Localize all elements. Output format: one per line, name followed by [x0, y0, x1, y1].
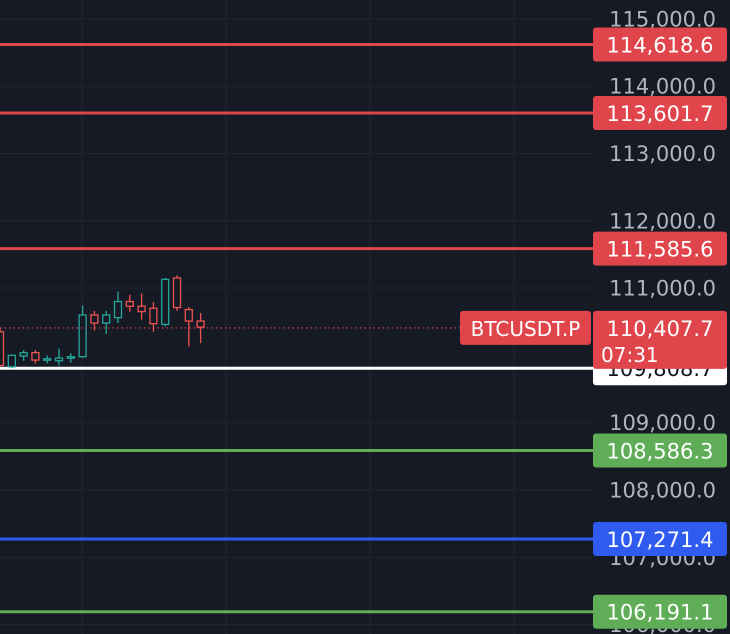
symbol-tag: [460, 310, 591, 345]
candle: [161, 277, 170, 327]
candle: [125, 294, 134, 312]
candle: [102, 310, 111, 334]
price-axis-tick-label: 114,000.0: [609, 75, 716, 99]
price-axis-tick-label: 112,000.0: [609, 209, 716, 233]
price-axis-tick-label: 113,000.0: [609, 142, 716, 166]
current-price-label: 110,407.7: [607, 317, 714, 341]
candle-body: [0, 331, 5, 367]
candle-body: [113, 300, 123, 319]
candles: [0, 275, 205, 369]
candle-body: [196, 320, 205, 328]
candle-body: [149, 307, 158, 325]
horizontal-level-price-tag: [593, 231, 727, 266]
horizontal-level-price-tag: [593, 594, 727, 629]
candle: [31, 349, 40, 364]
candle: [196, 312, 205, 344]
candle: [137, 293, 146, 320]
candle: [172, 275, 182, 311]
candle: [66, 353, 75, 363]
horizontal-level-price-label: 106,191.1: [607, 601, 714, 625]
price-axis-tick-label: 115,000.0: [609, 7, 716, 31]
horizontal-level-price-label: 107,271.4: [607, 528, 714, 552]
symbol-label: BTCUSDT.P: [471, 317, 581, 341]
horizontal-level-price-tag: [593, 433, 727, 468]
candle: [0, 328, 5, 367]
horizontal-level-price-label: 114,618.6: [607, 34, 714, 58]
horizontal-level-price-label: 111,585.6: [607, 238, 714, 262]
candle: [19, 349, 28, 361]
candle: [7, 354, 16, 369]
candle-body: [172, 277, 182, 309]
candle: [90, 310, 99, 331]
candle-body: [31, 352, 40, 361]
candle-body: [184, 308, 193, 322]
candle-body: [161, 278, 170, 326]
candle-body: [66, 356, 75, 359]
current-price-tag: [593, 310, 727, 369]
candle: [184, 306, 193, 347]
candle-body: [43, 358, 52, 361]
grid: [0, 0, 593, 634]
candle-body: [7, 354, 16, 368]
candle-body: [78, 314, 87, 358]
price-axis-tick-label: 108,000.0: [609, 478, 716, 502]
candle-body: [54, 357, 64, 362]
candle-body: [19, 352, 28, 357]
candle: [149, 302, 158, 332]
candle-body: [102, 314, 111, 324]
horizontal-level-price-label: 108,586.3: [607, 440, 714, 464]
candle: [54, 348, 64, 366]
candle-body: [137, 305, 146, 313]
candle: [43, 355, 52, 364]
candle-body: [90, 314, 99, 324]
price-axis-tick-label: 109,000.0: [609, 411, 716, 435]
candle-body: [125, 300, 134, 307]
bar-countdown-label: 07:31: [601, 343, 659, 367]
candle: [113, 291, 123, 324]
price-axis-tick-label: 111,000.0: [609, 277, 716, 301]
current-price: BTCUSDT.P 110,407.707:31: [0, 310, 727, 369]
horizontal-level-price-label: 113,601.7: [607, 102, 714, 126]
horizontal-level-price-tag: [593, 522, 727, 557]
horizontal-level-price-tag: [593, 27, 727, 62]
horizontal-level-price-tag: [593, 95, 727, 130]
candle: [78, 305, 87, 359]
